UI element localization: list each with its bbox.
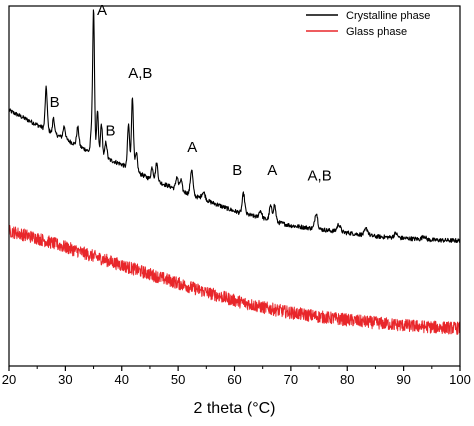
legend: Crystalline phase Glass phase [306, 10, 430, 38]
x-axis: 20 30 40 50 60 70 80 90 100 [2, 366, 471, 387]
peak-label: A [187, 139, 197, 156]
peak-label: B [50, 94, 60, 111]
peak-label: A [267, 162, 277, 179]
plot-frame [8, 5, 461, 367]
series-line-1 [8, 9, 461, 243]
x-tick-label: 30 [58, 372, 72, 387]
peak-label: B [232, 162, 242, 179]
x-tick-label: 20 [2, 372, 16, 387]
peak-annotations: A B B A,B A B A A,B [50, 2, 332, 185]
x-axis-title: 2 theta (°C) [194, 400, 276, 417]
x-tick-label: 100 [449, 372, 471, 387]
legend-label: Crystalline phase [346, 10, 430, 22]
x-tick-label: 70 [284, 372, 298, 387]
peak-label: A,B [128, 65, 152, 82]
x-tick-label: 90 [396, 372, 410, 387]
peak-label: B [105, 123, 115, 140]
x-tick-label: 80 [340, 372, 354, 387]
x-tick-label: 50 [171, 372, 185, 387]
series-line-2 [8, 224, 461, 335]
x-tick-label: 60 [227, 372, 241, 387]
legend-label: Glass phase [346, 26, 407, 38]
peak-label: A [97, 2, 107, 19]
series-layer [8, 9, 461, 335]
x-tick-label: 40 [115, 372, 129, 387]
peak-label: A,B [308, 168, 332, 185]
